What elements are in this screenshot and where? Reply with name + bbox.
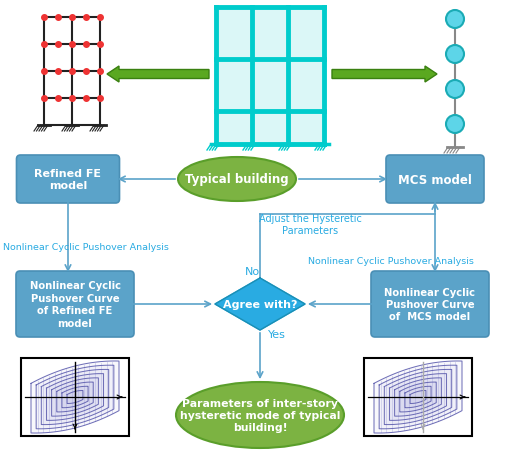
Circle shape (446, 116, 464, 134)
FancyArrow shape (107, 67, 209, 83)
Circle shape (446, 81, 464, 99)
Polygon shape (41, 369, 108, 425)
Bar (216, 112, 252, 145)
Bar (252, 60, 288, 112)
Bar (21, 358, 129, 436)
Ellipse shape (178, 157, 296, 202)
FancyBboxPatch shape (16, 156, 120, 203)
Polygon shape (400, 382, 436, 412)
Ellipse shape (176, 382, 344, 448)
Polygon shape (215, 279, 305, 330)
Text: Nonlinear Cyclic Pushover Analysis: Nonlinear Cyclic Pushover Analysis (3, 243, 169, 252)
Text: Adjust the Hysteretic
Parameters: Adjust the Hysteretic Parameters (259, 214, 361, 235)
Bar (288, 112, 324, 145)
Text: Nonlinear Cyclic
Pushover Curve
of  MCS model: Nonlinear Cyclic Pushover Curve of MCS m… (385, 287, 476, 322)
Bar (364, 358, 472, 436)
Circle shape (446, 11, 464, 29)
Bar (252, 8, 288, 60)
FancyArrow shape (332, 67, 437, 83)
FancyBboxPatch shape (371, 271, 489, 337)
Polygon shape (62, 386, 88, 408)
Text: Nonlinear Cyclic Pushover Analysis: Nonlinear Cyclic Pushover Analysis (308, 257, 474, 266)
Polygon shape (405, 386, 431, 408)
Bar (216, 60, 252, 112)
Bar (288, 8, 324, 60)
Polygon shape (389, 374, 446, 420)
Text: Yes: Yes (268, 329, 286, 339)
FancyBboxPatch shape (16, 271, 134, 337)
Polygon shape (67, 391, 83, 403)
Polygon shape (410, 391, 426, 403)
Polygon shape (31, 361, 119, 433)
Text: Typical building: Typical building (185, 173, 289, 186)
Polygon shape (374, 361, 462, 433)
Polygon shape (57, 382, 93, 412)
Polygon shape (395, 378, 441, 416)
Polygon shape (52, 378, 98, 416)
Polygon shape (384, 369, 452, 425)
Bar (252, 112, 288, 145)
FancyBboxPatch shape (386, 156, 484, 203)
Bar (216, 8, 252, 60)
Polygon shape (47, 374, 104, 420)
Text: Agree with?: Agree with? (223, 299, 297, 309)
Text: No: No (245, 266, 260, 276)
Polygon shape (379, 365, 457, 429)
Bar (288, 60, 324, 112)
Polygon shape (36, 365, 114, 429)
Text: Nonlinear Cyclic
Pushover Curve
of Refined FE
model: Nonlinear Cyclic Pushover Curve of Refin… (30, 281, 121, 328)
Text: Parameters of inter-story
hysteretic mode of typical
building!: Parameters of inter-story hysteretic mod… (180, 398, 340, 432)
Text: MCS model: MCS model (398, 173, 472, 186)
Text: Refined FE
model: Refined FE model (34, 168, 102, 191)
Circle shape (446, 46, 464, 64)
